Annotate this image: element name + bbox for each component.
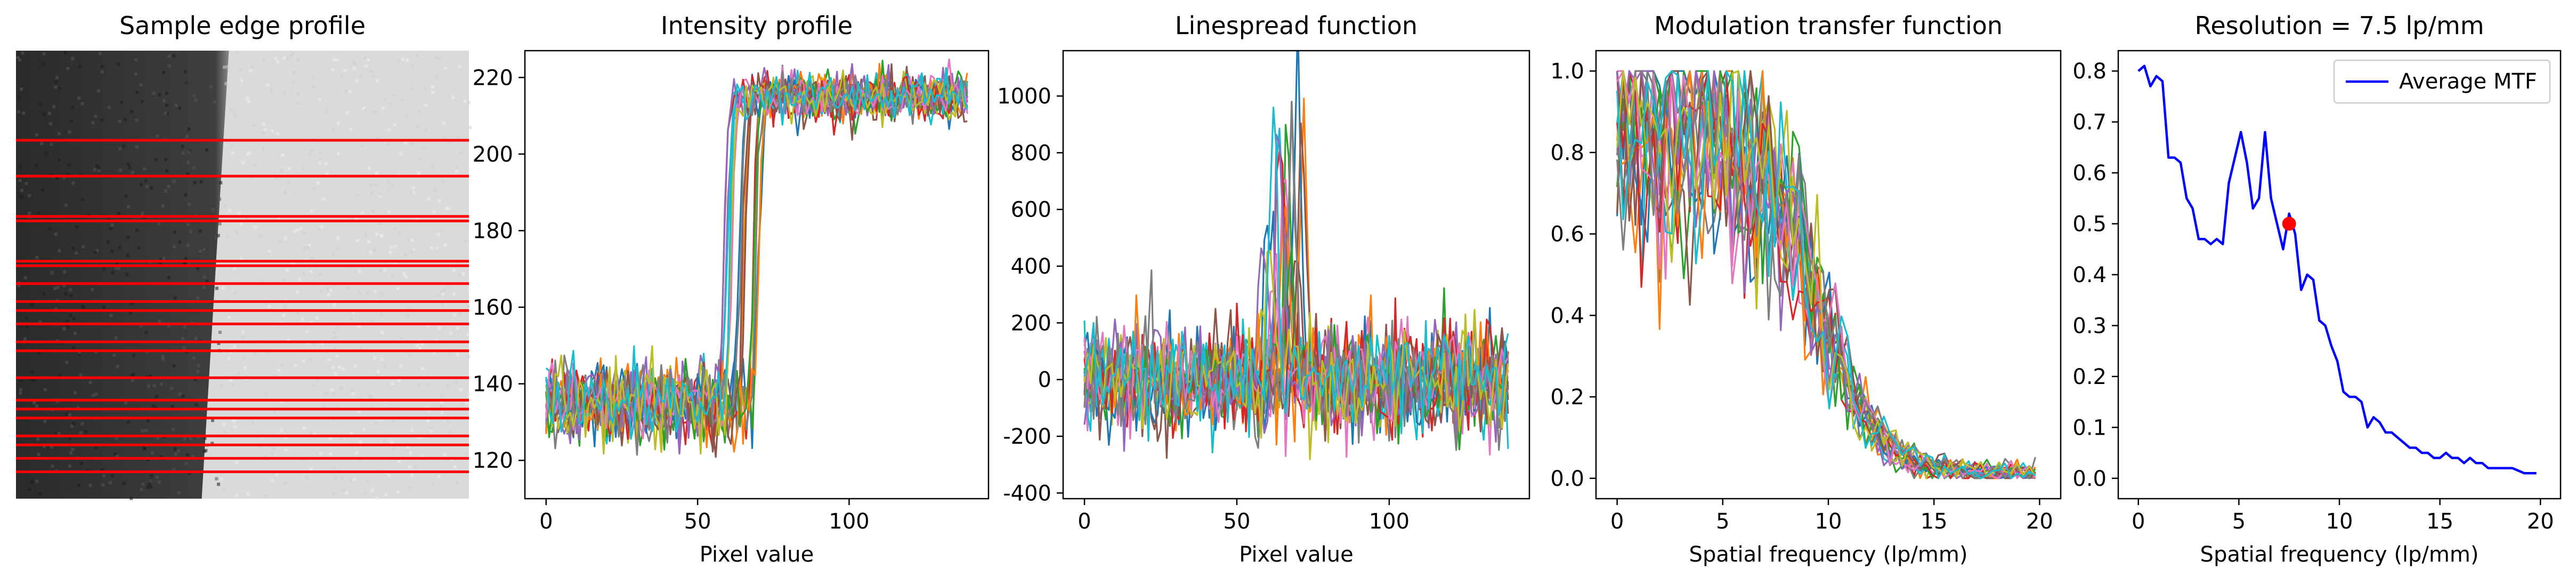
y-tick-label: 0.2 — [2072, 365, 2107, 389]
y-tick-label: 160 — [473, 295, 513, 320]
intensity-series-line — [545, 70, 968, 456]
y-tick-label: -200 — [1003, 425, 1051, 449]
y-tick-label: 600 — [1011, 198, 1051, 222]
y-tick-label: 0.7 — [2072, 110, 2107, 135]
x-tick-label: 10 — [1815, 509, 1842, 534]
y-tick-label: 200 — [1011, 311, 1051, 335]
x-tick-label: 20 — [2527, 509, 2554, 534]
intensity-series-line — [545, 67, 968, 440]
x-tick-label: 0 — [2132, 509, 2145, 534]
y-tick-label: 0.0 — [2072, 467, 2107, 491]
y-tick-label: 1000 — [997, 84, 1051, 109]
y-tick-label: 0.4 — [1550, 303, 1584, 328]
y-tick-label: 1.0 — [1550, 59, 1584, 84]
chart-panel-4: Resolution = 7.5 lp/mm 0 5 10 15 20 0.0 0.1 0.2 0… — [2072, 11, 2562, 567]
x-tick-label: 10 — [2326, 509, 2353, 534]
y-tick-label: 0.6 — [2072, 161, 2107, 186]
x-tick-label: 5 — [2232, 509, 2246, 534]
edge-profile-title: Sample edge profile — [119, 11, 366, 40]
y-tick-label: 0.1 — [2072, 415, 2107, 440]
x-tick-label: 20 — [2026, 509, 2053, 534]
plot-area — [545, 58, 968, 458]
y-tick-label: 180 — [473, 219, 513, 243]
x-tick-label: 15 — [1921, 509, 1948, 534]
linespread-series-line — [1083, 106, 1509, 442]
y-tick-label: 140 — [473, 372, 513, 397]
x-tick-label: 50 — [1224, 509, 1251, 534]
chart-title: Modulation transfer function — [1654, 11, 2003, 40]
y-tick-label: 0.2 — [1550, 385, 1584, 410]
y-tick-label: 120 — [473, 449, 513, 473]
mtf-series-line — [1616, 70, 2036, 479]
chart-title: Resolution = 7.5 lp/mm — [2194, 11, 2484, 40]
chart-title: Linespread function — [1175, 11, 1417, 40]
y-tick-label: 0.8 — [2072, 59, 2107, 84]
y-tick-label: 0.3 — [2072, 314, 2107, 338]
resolution-marker — [2282, 217, 2296, 231]
y-tick-label: 0.4 — [2072, 263, 2107, 287]
mtf-series-line — [1616, 70, 2036, 479]
x-axis-label: Spatial frequency (lp/mm) — [2200, 542, 2479, 567]
x-tick-label: 50 — [684, 509, 711, 534]
plot-area — [2137, 65, 2537, 475]
x-tick-label: 15 — [2426, 509, 2453, 534]
x-tick-label: 0 — [1078, 509, 1091, 534]
plot-area — [1083, 51, 1509, 460]
axes-frame — [524, 50, 990, 500]
chart-panel-2: Linespread function 0 50 100 -400 -200 0 200 400… — [997, 11, 1530, 567]
axes-frame — [1062, 50, 1530, 500]
x-tick-label: 100 — [829, 509, 869, 534]
legend-label: Average MTF — [2399, 69, 2537, 94]
axes-frame — [2117, 50, 2562, 500]
bright-region — [201, 51, 469, 499]
y-tick-label: 0.6 — [1550, 222, 1584, 247]
y-tick-label: 800 — [1011, 141, 1051, 165]
x-axis-label: Pixel value — [700, 542, 814, 567]
y-tick-label: 0.5 — [2072, 212, 2107, 237]
x-tick-label: 0 — [539, 509, 553, 534]
legend-box — [2333, 59, 2551, 104]
y-tick-label: 400 — [1011, 254, 1051, 279]
chart-panel-1: Intensity profile 0 50 100 120 140 160 180 200 22… — [473, 11, 990, 567]
x-tick-label: 100 — [1369, 509, 1409, 534]
x-tick-label: 5 — [1716, 509, 1729, 534]
x-axis-label: Pixel value — [1239, 542, 1354, 567]
y-tick-label: 220 — [473, 66, 513, 90]
y-tick-label: 0 — [1038, 368, 1051, 393]
y-tick-label: 200 — [473, 142, 513, 167]
x-tick-label: 0 — [1610, 509, 1624, 534]
y-tick-label: 0.0 — [1550, 467, 1584, 491]
linespread-series-line — [1083, 100, 1509, 451]
axes-frame — [1595, 50, 2062, 500]
y-tick-label: 0.8 — [1550, 141, 1584, 165]
x-axis-label: Spatial frequency (lp/mm) — [1689, 542, 1968, 567]
average-mtf-line — [2137, 65, 2537, 475]
y-tick-label: -400 — [1003, 481, 1051, 506]
legend: Average MTF — [2333, 59, 2551, 104]
chart-title: Intensity profile — [661, 11, 853, 40]
plot-area — [1616, 70, 2036, 479]
mtf-series-line — [1616, 70, 2036, 479]
chart-panel-3: Modulation transfer function 0 5 10 15 20 0.0 0… — [1550, 11, 2062, 567]
edge-profile-panel: Sample edge profile — [16, 11, 472, 500]
